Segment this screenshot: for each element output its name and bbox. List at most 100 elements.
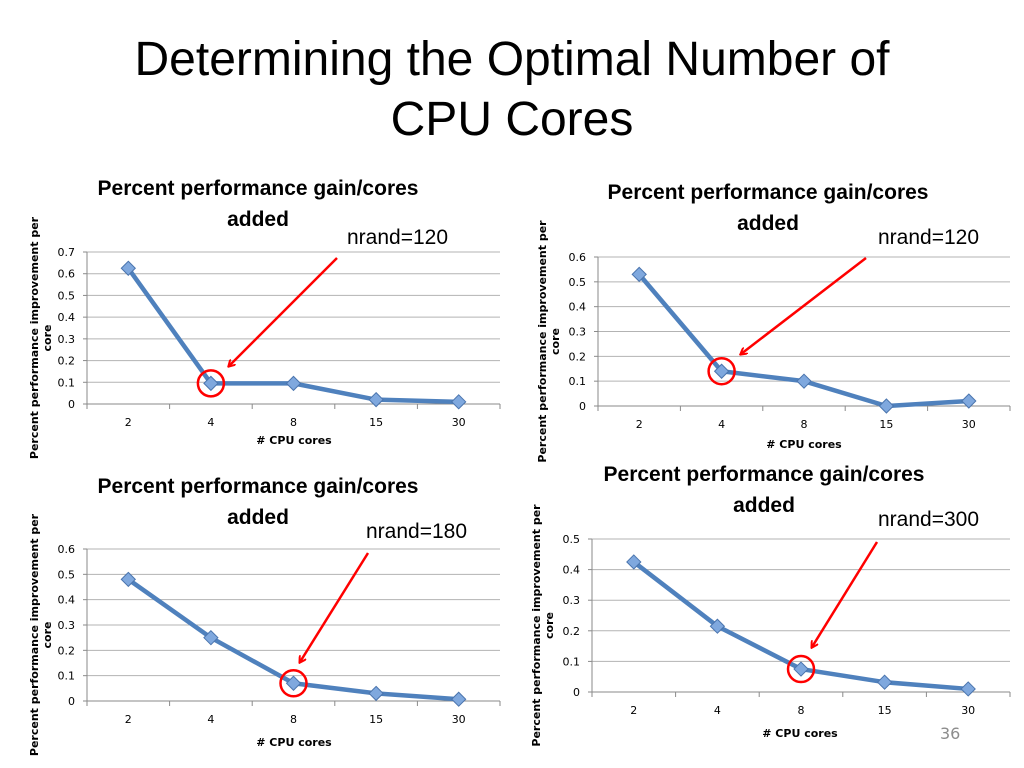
x-axis-label: # CPU cores [256, 434, 332, 447]
data-point [285, 375, 302, 392]
y-tick-label: 0.5 [569, 276, 587, 289]
y-tick-label: 0.2 [58, 355, 76, 368]
y-tick-label: 0.7 [58, 246, 76, 259]
x-tick-label: 30 [452, 713, 466, 726]
chart-3: 0 0.1 0.2 0.3 0.4 0.5 0.6 2 4 8 15 30 # CPU cores Per… [28, 513, 501, 756]
data-point [793, 661, 809, 677]
x-axis-label: # CPU cores [766, 438, 842, 451]
y-tick-label: 0.2 [569, 350, 587, 363]
y-axis-label: Percent performance improvement percore [28, 216, 54, 459]
chart-4-title: Percent performance gain/cores added [604, 459, 925, 521]
chart-4: 0 0.1 0.2 0.3 0.4 0.5 2 4 8 15 30 # CPU cores Percen… [530, 504, 1011, 747]
slide-title-line2: CPU Cores [390, 93, 634, 146]
chart-1-annotation: nrand=120 [347, 226, 449, 249]
highlight-circle [786, 654, 816, 684]
chart-1-title-line2: added [227, 208, 289, 231]
x-tick-label: 15 [879, 418, 893, 431]
x-tick-label: 4 [718, 418, 725, 431]
y-axis-label-line2: core [549, 328, 562, 355]
x-tick-label: 2 [636, 418, 643, 431]
x-tick-label: 15 [878, 704, 892, 717]
x-tick-label: 8 [290, 416, 297, 429]
annotation-arrow [741, 257, 867, 354]
y-tick-label: 0.4 [563, 564, 581, 577]
y-tick-label: 0.3 [569, 326, 587, 339]
y-axis-label-line2: core [543, 612, 556, 639]
x-tick-label: 30 [452, 416, 466, 429]
data-point [876, 674, 893, 690]
highlight-circle [196, 369, 226, 398]
x-axis-label: # CPU cores [762, 727, 838, 740]
annotation-arrow [300, 552, 370, 662]
y-tick-label: 0 [573, 686, 580, 699]
y-tick-label: 0.5 [58, 568, 76, 581]
y-tick-label: 0.1 [569, 375, 587, 388]
y-tick-label: 0.3 [563, 594, 581, 607]
y-axis-label-line2: core [41, 325, 54, 352]
y-axis-label-line1: Percent performance improvement per [28, 216, 41, 459]
x-tick-label: 4 [714, 704, 721, 717]
y-tick-label: 0.5 [563, 533, 581, 546]
y-tick-label: 0 [68, 398, 75, 411]
page-number: 36 [940, 724, 961, 743]
chart-2-annotation: nrand=120 [878, 226, 980, 249]
x-tick-label: 30 [962, 418, 976, 431]
data-point [450, 394, 467, 410]
chart-4-annotation: nrand=300 [878, 508, 980, 531]
y-tick-label: 0.2 [563, 625, 581, 638]
data-point [120, 260, 137, 276]
data-point [709, 618, 726, 634]
data-point [878, 398, 895, 414]
data-point [796, 373, 812, 389]
chart-2-title: Percent performance gain/cores added [608, 177, 929, 239]
slide-title-line1: Determining the Optimal Number of [134, 33, 890, 86]
chart-3-title-line2: added [227, 506, 289, 529]
chart-3-title-line1: Percent performance gain/cores [97, 475, 419, 498]
y-tick-label: 0.4 [58, 311, 76, 324]
data-point [203, 629, 219, 646]
data-point [120, 571, 137, 588]
x-tick-label: 4 [207, 713, 214, 726]
data-point [203, 375, 219, 392]
data-point [961, 393, 977, 409]
y-axis-label-line1: Percent performance improvement per [28, 513, 41, 756]
data-point [450, 691, 467, 707]
y-tick-label: 0.4 [569, 301, 587, 314]
x-tick-label: 2 [630, 704, 637, 717]
data-point [368, 685, 384, 702]
y-axis-label: Percent performance improvement percore [536, 220, 562, 463]
y-tick-label: 0.6 [569, 251, 587, 264]
y-axis-label-line1: Percent performance improvement per [530, 504, 543, 747]
y-axis-label: Percent performance improvement percore [28, 513, 54, 756]
chart-4-title-line2: added [733, 494, 795, 517]
x-tick-label: 15 [369, 713, 383, 726]
chart-3-annotation: nrand=180 [366, 520, 468, 543]
chart-2-title-line1: Percent performance gain/cores [607, 181, 929, 204]
data-point [713, 363, 730, 379]
chart-3-title: Percent performance gain/cores added [98, 471, 419, 533]
x-tick-label: 30 [961, 704, 975, 717]
chart-2: 0 0.1 0.2 0.3 0.4 0.5 0.6 2 4 8 15 30 # CPU cores Per… [536, 220, 1011, 463]
y-tick-label: 0.5 [58, 289, 76, 302]
highlight-circle [279, 669, 308, 698]
chart-4-title-line1: Percent performance gain/cores [603, 463, 925, 486]
y-tick-label: 0 [68, 695, 75, 708]
x-tick-label: 2 [125, 416, 132, 429]
y-tick-label: 0.1 [563, 655, 581, 668]
data-point [626, 554, 642, 570]
x-tick-label: 8 [801, 418, 808, 431]
data-point [285, 675, 302, 691]
y-tick-label: 0 [579, 400, 586, 413]
y-tick-label: 0.1 [58, 376, 76, 389]
slide-title: Determining the Optimal Number of CPU Co… [0, 30, 1024, 150]
x-axis-label: # CPU cores [256, 736, 332, 749]
y-tick-label: 0.4 [58, 594, 76, 607]
y-tick-label: 0.1 [58, 670, 76, 683]
highlight-circle [707, 356, 736, 386]
x-tick-label: 15 [369, 416, 383, 429]
chart-1-title: Percent performance gain/cores added [98, 173, 419, 235]
x-tick-label: 2 [125, 713, 132, 726]
annotation-arrow [812, 541, 879, 647]
annotation-arrow [229, 257, 338, 366]
chart-1: 0 0.1 0.2 0.3 0.4 0.5 0.6 0.7 2 4 8 15 30 # CPU cores… [28, 216, 501, 459]
